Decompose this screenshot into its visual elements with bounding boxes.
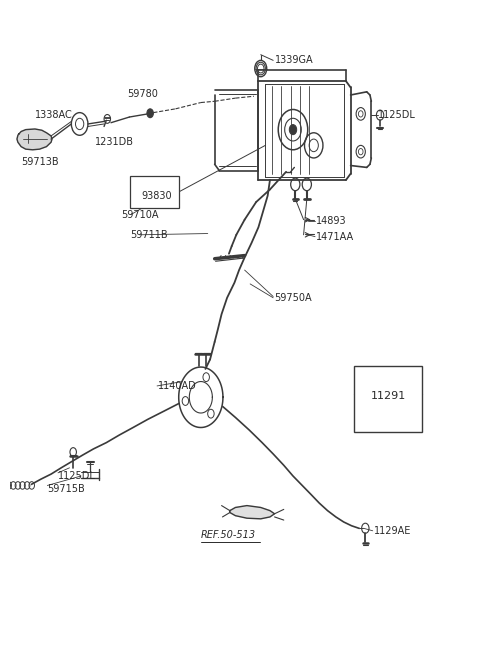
Polygon shape [17,129,52,150]
Text: 59780: 59780 [127,89,158,99]
Polygon shape [230,506,275,519]
Bar [131,176,179,209]
Text: REF.50-513: REF.50-513 [201,529,256,540]
Text: 59710A: 59710A [121,210,159,220]
Text: 14893: 14893 [316,216,347,226]
Circle shape [289,125,297,134]
Text: 59715B: 59715B [48,483,85,493]
Text: 59750A: 59750A [275,293,312,303]
Text: 1140AD: 1140AD [158,381,197,391]
Circle shape [147,109,154,117]
Text: 1231DB: 1231DB [95,136,134,146]
Text: 1125DL: 1125DL [58,471,96,481]
Text: 59713B: 59713B [21,157,59,167]
Text: 1471AA: 1471AA [316,232,354,241]
Bar [354,366,422,432]
Text: 1125DL: 1125DL [378,110,416,120]
Text: 93830: 93830 [141,191,171,201]
Text: 11291: 11291 [371,391,406,401]
Text: 1338AC: 1338AC [35,110,72,120]
Text: 1339GA: 1339GA [275,55,313,66]
Text: 59711B: 59711B [131,230,168,240]
Text: 1129AE: 1129AE [373,525,411,536]
